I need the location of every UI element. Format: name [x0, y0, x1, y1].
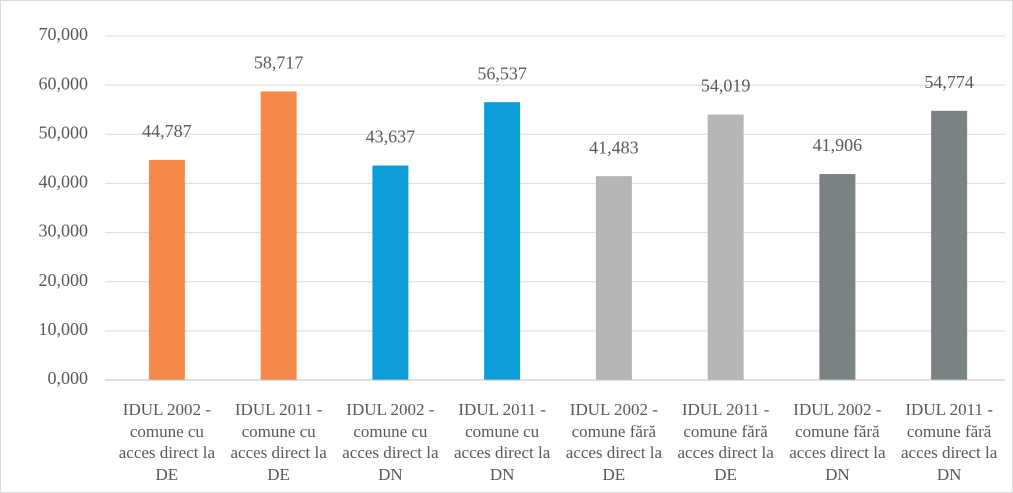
- bar: [372, 165, 409, 380]
- y-tick-label: 40,000: [39, 172, 89, 192]
- data-label: 43,637: [366, 127, 416, 147]
- data-label: 56,537: [477, 63, 527, 83]
- x-tick-label: IDUL 2011 - comune fără acces direct la …: [677, 400, 774, 484]
- bar: [260, 91, 297, 381]
- data-label: 54,019: [701, 76, 751, 96]
- data-label: 44,787: [142, 121, 192, 141]
- x-tick-label: IDUL 2002 - comune cu acces direct la DN: [342, 400, 439, 484]
- bar: [595, 176, 632, 380]
- data-label: 41,906: [813, 135, 863, 155]
- x-tick-label: IDUL 2011 - comune cu acces direct la DN: [453, 400, 551, 484]
- data-label: 58,717: [254, 53, 304, 73]
- y-tick-label: 30,000: [39, 221, 89, 241]
- y-tick-label: 20,000: [39, 270, 89, 290]
- y-tick-label: 50,000: [39, 122, 89, 142]
- bar: [819, 174, 856, 380]
- x-tick-label: IDUL 2011 - comune fără acces direct la …: [900, 400, 998, 484]
- bar: [484, 102, 521, 381]
- x-tick-label: IDUL 2002 - comune fără acces direct la …: [789, 400, 886, 484]
- y-tick-label: 60,000: [39, 73, 89, 93]
- y-tick-label: 70,000: [39, 24, 89, 44]
- x-tick-label: IDUL 2002 - comune cu acces direct la DE: [118, 400, 215, 484]
- bar: [931, 110, 968, 380]
- y-tick-label: 0,000: [48, 368, 89, 388]
- data-label: 41,483: [589, 137, 639, 157]
- x-tick-label: IDUL 2002 - comune fără acces direct la …: [565, 400, 662, 484]
- bar: [707, 114, 744, 380]
- x-tick-label: IDUL 2011 - comune cu acces direct la DE: [230, 400, 327, 484]
- bar: [148, 159, 185, 380]
- data-label: 54,774: [924, 72, 974, 92]
- y-tick-label: 10,000: [39, 319, 89, 339]
